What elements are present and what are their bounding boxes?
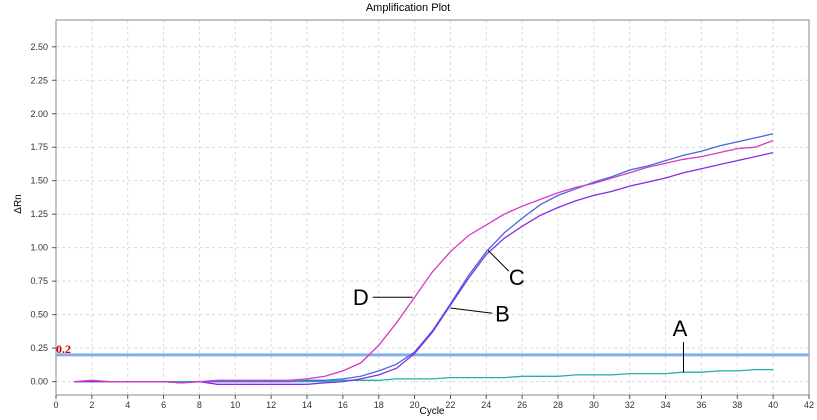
x-tick-label: 4 bbox=[125, 400, 130, 410]
x-tick-label: 18 bbox=[374, 400, 384, 410]
plot-area bbox=[56, 20, 809, 395]
plot-background bbox=[56, 20, 809, 395]
x-tick-label: 28 bbox=[553, 400, 563, 410]
series-line bbox=[73, 139, 774, 384]
y-axis-ticks: 0.00 0.25 0.50 0.75 1.00 1.25 1.50 1.75 2.00 2.25… bbox=[30, 42, 56, 387]
plot-frame bbox=[55, 19, 810, 396]
x-tick-label: 24 bbox=[481, 400, 491, 410]
axes bbox=[55, 19, 810, 396]
y-tick-label: 0.50 bbox=[30, 310, 48, 320]
y-tick-label: 2.50 bbox=[30, 42, 48, 52]
x-tick-label: 2 bbox=[89, 400, 94, 410]
threshold-label: 0.2 bbox=[56, 342, 71, 356]
y-tick-label: 1.50 bbox=[30, 176, 48, 186]
x-tick-label: 20 bbox=[410, 400, 420, 410]
y-tick-label: 1.00 bbox=[30, 243, 48, 253]
annotation-label: D bbox=[353, 285, 369, 310]
y-tick-label: 0.00 bbox=[30, 377, 48, 387]
annotation-label: B bbox=[495, 301, 510, 326]
x-tick-label: 0 bbox=[53, 400, 58, 410]
x-axis-label: Cycle bbox=[419, 406, 444, 417]
annotation-label: A bbox=[673, 316, 688, 341]
y-tick-label: 1.25 bbox=[30, 209, 48, 219]
y-tick-label: 2.25 bbox=[30, 75, 48, 85]
x-tick-label: 38 bbox=[732, 400, 742, 410]
x-tick-label: 12 bbox=[266, 400, 276, 410]
y-axis-label: ΔRn bbox=[13, 194, 24, 213]
x-tick-label: 34 bbox=[661, 400, 671, 410]
x-tick-label: 6 bbox=[161, 400, 166, 410]
x-tick-label: 14 bbox=[302, 400, 312, 410]
annotation-leader bbox=[487, 250, 510, 272]
y-tick-label: 1.75 bbox=[30, 142, 48, 152]
annotation-leader bbox=[450, 307, 493, 314]
x-tick-label: 16 bbox=[338, 400, 348, 410]
x-tick-label: 40 bbox=[768, 400, 778, 410]
chart-title: Amplification Plot bbox=[366, 2, 450, 14]
x-tick-label: 36 bbox=[696, 400, 706, 410]
annotation-label: C bbox=[509, 265, 525, 290]
x-tick-label: 42 bbox=[804, 400, 814, 410]
x-tick-label: 22 bbox=[445, 400, 455, 410]
x-axis-ticks: 0 2 4 6 8 10 12 14 16 18 20 22 24 26 28 30 32 34 36 38 40 42 bbox=[53, 395, 814, 410]
x-tick-label: 10 bbox=[230, 400, 240, 410]
y-tick-label: 0.75 bbox=[30, 276, 48, 286]
y-tick-label: 0.25 bbox=[30, 343, 48, 353]
x-tick-label: 8 bbox=[197, 400, 202, 410]
series-lines bbox=[73, 133, 774, 385]
x-tick-label: 30 bbox=[589, 400, 599, 410]
annotations: A BC D bbox=[353, 250, 688, 373]
x-tick-label: 32 bbox=[625, 400, 635, 410]
y-tick-label: 2.00 bbox=[30, 109, 48, 119]
x-tick-label: 26 bbox=[517, 400, 527, 410]
